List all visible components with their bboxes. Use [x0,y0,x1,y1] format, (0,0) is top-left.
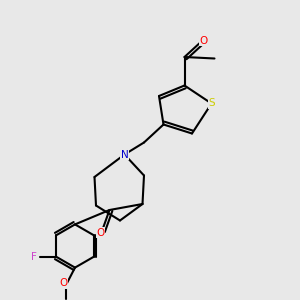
Text: O: O [96,227,105,238]
Text: O: O [59,278,68,289]
Text: O: O [200,35,208,46]
Text: S: S [208,98,215,109]
Text: N: N [121,149,128,160]
Text: F: F [32,252,37,262]
